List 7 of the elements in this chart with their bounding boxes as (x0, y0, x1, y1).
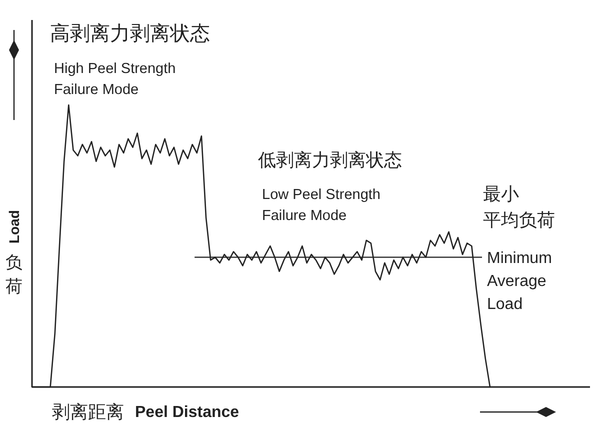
x-axis-title: 剥离距离 Peel Distance (52, 402, 240, 423)
annotation: 高剥离力剥离状态 High Peel Strength Failure Mode (50, 21, 210, 98)
annotation: 平均负荷 (483, 210, 555, 231)
annotation: 最小 (483, 184, 519, 205)
ref-line-label: Minimum Average Load (487, 250, 552, 313)
annotation: 低剥离力剥离状态 Low Peel Strength Failure Mode (258, 150, 402, 224)
y-axis-title: Load 负荷 (6, 210, 22, 297)
